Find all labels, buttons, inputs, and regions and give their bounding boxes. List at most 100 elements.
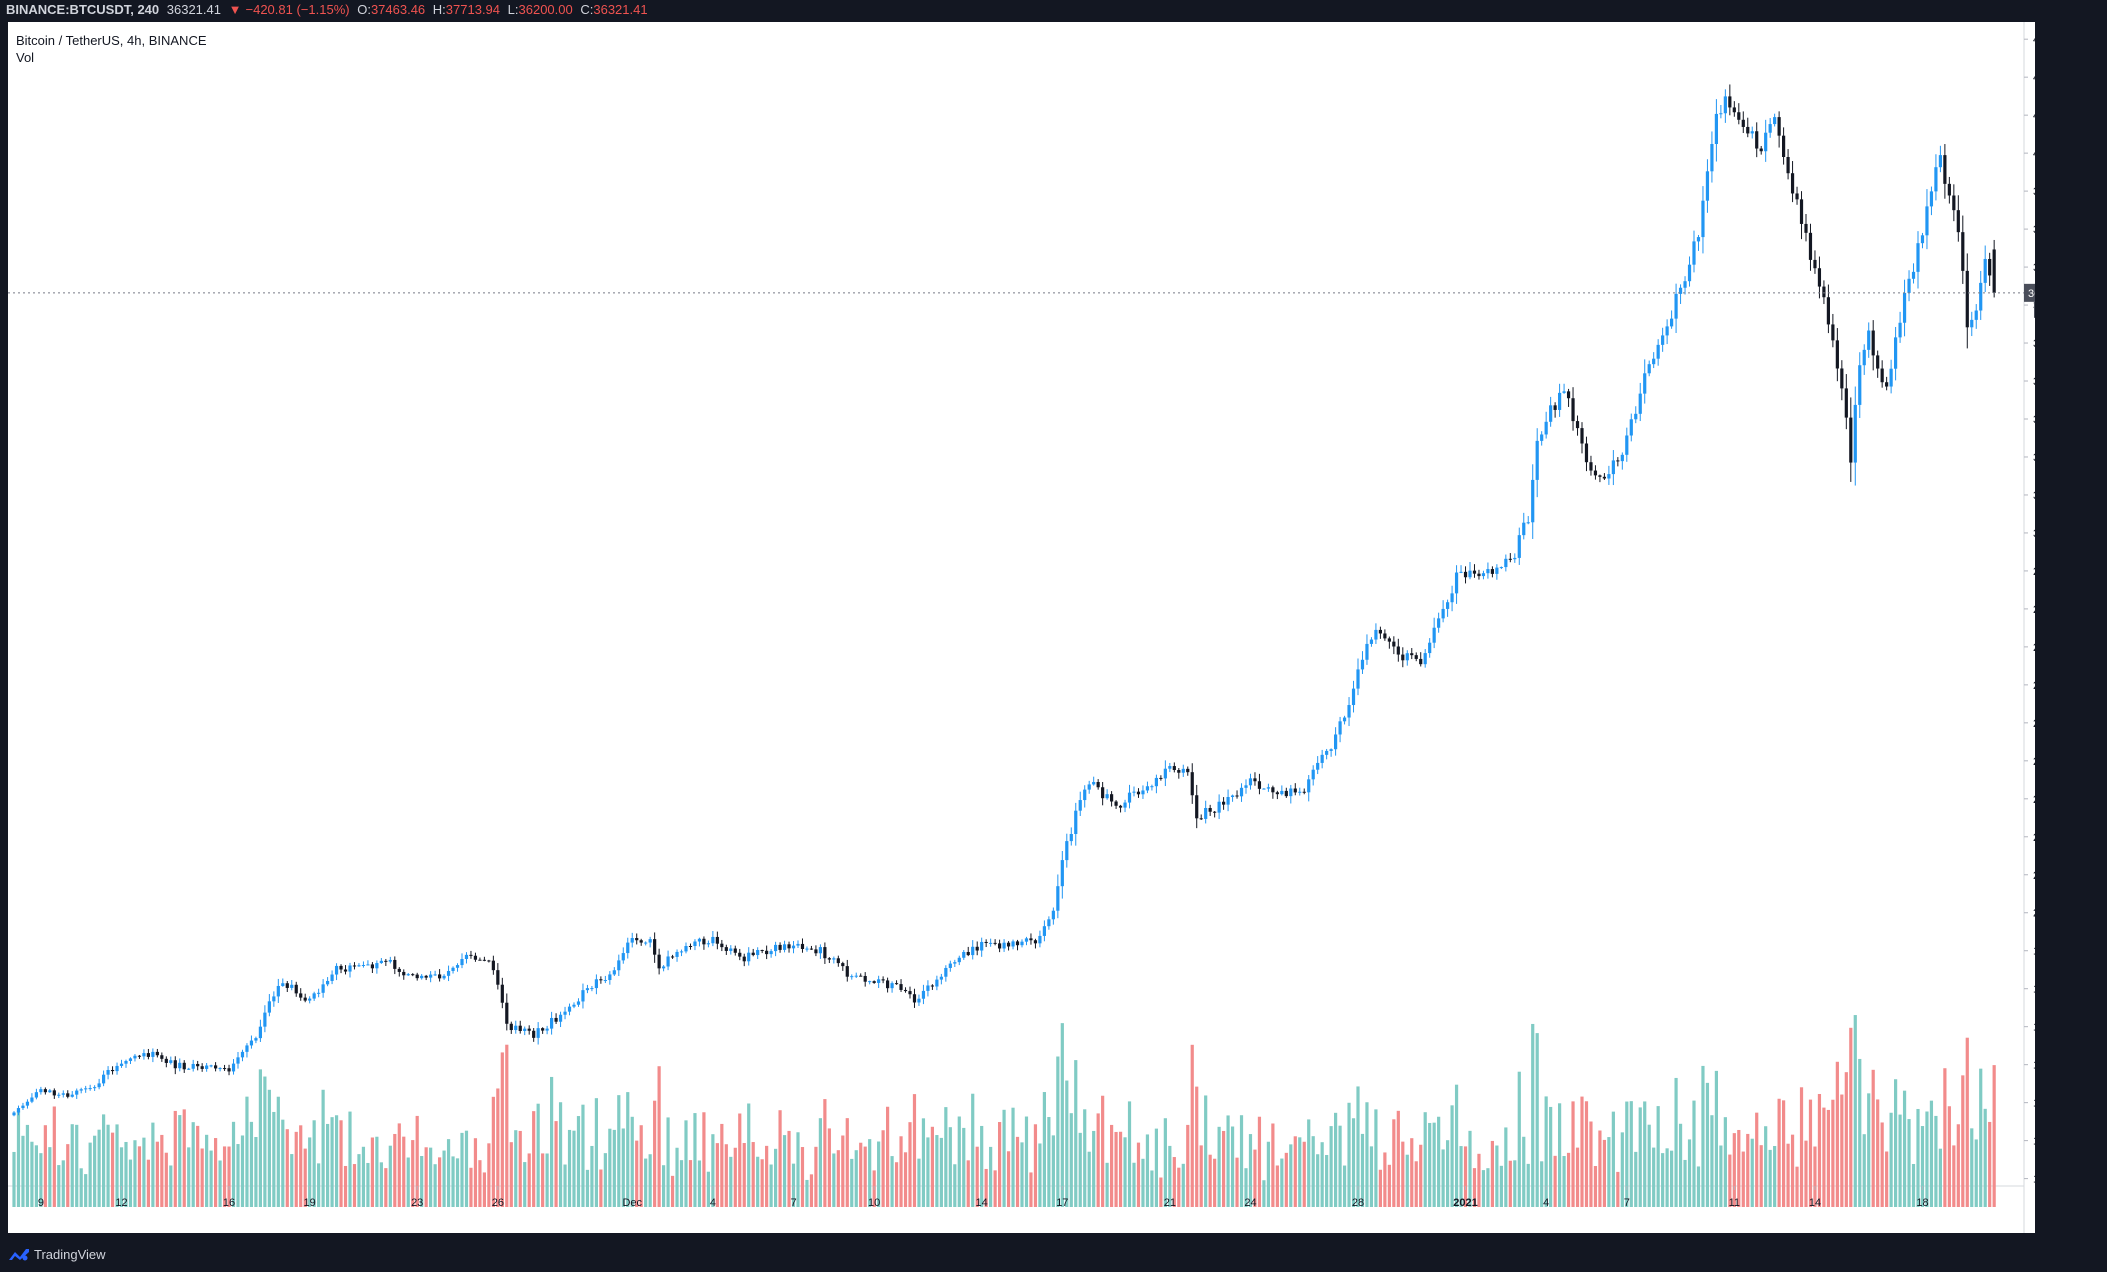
volume-bar xyxy=(782,1135,787,1207)
candle-body xyxy=(724,947,728,951)
candle-body xyxy=(1342,717,1347,722)
volume-bar xyxy=(894,1162,899,1207)
candle-body xyxy=(1647,364,1651,374)
volume-bar xyxy=(1611,1111,1615,1207)
volume-bar xyxy=(1105,1162,1109,1207)
candle-body xyxy=(1835,340,1839,369)
volume-bar xyxy=(361,1146,366,1207)
candle-body xyxy=(352,965,357,967)
chart-title[interactable]: Bitcoin / TetherUS, 4h, BINANCE xyxy=(16,33,207,48)
candle-body xyxy=(903,989,908,992)
tradingview-brand[interactable]: TradingView xyxy=(34,1247,106,1262)
volume-bar xyxy=(1325,1154,1329,1207)
price-tick-label: 29000.00 xyxy=(2033,566,2035,578)
candle-body xyxy=(1325,750,1329,755)
candle-body xyxy=(1992,249,1996,293)
candle-body xyxy=(236,1057,240,1064)
volume-bar xyxy=(1101,1095,1105,1207)
volume-bar xyxy=(953,1164,957,1207)
candle-body xyxy=(1410,653,1414,656)
volume-bar xyxy=(1970,1128,1974,1207)
candle-body xyxy=(859,975,863,977)
candle-body xyxy=(442,975,446,979)
candle-body xyxy=(1777,117,1781,136)
candle-body xyxy=(886,980,890,989)
volume-bar xyxy=(930,1126,934,1207)
volume-bar xyxy=(850,1158,854,1207)
candle-body xyxy=(1316,762,1320,770)
candle-body xyxy=(1638,393,1642,414)
volume-bar xyxy=(1589,1121,1593,1207)
candle-body xyxy=(1558,392,1562,410)
symbol-label[interactable]: BINANCE:BTCUSDT, 240 xyxy=(6,2,160,17)
volume-bar xyxy=(1405,1154,1409,1207)
volume-bar xyxy=(1056,1056,1060,1207)
volume-bar xyxy=(1110,1124,1114,1207)
volume-bar xyxy=(1217,1126,1221,1207)
volume-bar xyxy=(370,1137,374,1207)
volume-bar xyxy=(670,1175,675,1207)
volume-bar xyxy=(487,1143,491,1207)
volume-bar xyxy=(688,1160,693,1207)
volume-bar xyxy=(1562,1156,1566,1207)
volume-bar xyxy=(966,1160,970,1207)
candle-body xyxy=(747,952,751,962)
candle-body xyxy=(1652,358,1656,365)
volume-bar xyxy=(1477,1153,1481,1207)
volume-bar xyxy=(1817,1093,1822,1207)
volume-bar xyxy=(536,1103,540,1207)
volume-bar xyxy=(388,1145,392,1207)
volume-bar xyxy=(1419,1144,1423,1207)
volume-bar xyxy=(1728,1154,1732,1207)
price-tick-label: 16000.00 xyxy=(2033,1060,2035,1072)
volume-bar xyxy=(1661,1153,1665,1207)
candle-body xyxy=(1289,788,1293,797)
volume-bar xyxy=(1844,1072,1848,1207)
candle-body xyxy=(1553,405,1557,410)
volume-bar xyxy=(1705,1082,1710,1207)
candle-body xyxy=(39,1089,43,1093)
volume-bar xyxy=(541,1153,545,1207)
volume-bar xyxy=(43,1125,47,1207)
volume-bar xyxy=(1974,1139,1978,1207)
volume-indicator-label[interactable]: Vol xyxy=(16,50,35,65)
volume-bar xyxy=(603,1153,607,1207)
volume-bar xyxy=(706,1171,710,1207)
candle-body xyxy=(908,991,912,995)
volume-bar xyxy=(1916,1108,1920,1207)
candle-body xyxy=(1790,173,1795,194)
volume-bar xyxy=(845,1118,849,1207)
candle-body xyxy=(1078,800,1082,811)
candle-body xyxy=(868,981,872,983)
volume-bar xyxy=(1150,1170,1154,1207)
volume-bar xyxy=(442,1150,446,1207)
candle-body xyxy=(249,1040,254,1046)
volume-bar xyxy=(1414,1161,1418,1207)
volume-bar xyxy=(25,1124,30,1207)
candle-body xyxy=(738,952,742,957)
time-tick-label: 18 xyxy=(1916,1197,1928,1209)
volume-bar xyxy=(1490,1140,1494,1207)
candle-body xyxy=(1150,786,1154,788)
candle-body xyxy=(469,954,473,956)
volume-bar xyxy=(1248,1134,1253,1207)
volume-bar xyxy=(554,1121,558,1207)
volume-bar xyxy=(1154,1128,1158,1207)
candle-body xyxy=(397,968,401,972)
volume-bar xyxy=(326,1123,330,1207)
symbol-info-bar: BINANCE:BTCUSDT, 240 36321.41 ▼ −420.81 (… xyxy=(0,0,2107,21)
volume-bar xyxy=(1894,1079,1898,1207)
candle-body xyxy=(1347,705,1351,718)
volume-bar xyxy=(21,1135,25,1207)
candle-body xyxy=(518,1025,522,1031)
chart-pane[interactable]: 13000.00 14000.00 15000.00 16000.00 17000.00… xyxy=(8,22,2035,1233)
candlestick-chart[interactable]: 13000.00 14000.00 15000.00 16000.00 17000.00… xyxy=(8,22,2035,1233)
volume-bar xyxy=(200,1148,204,1207)
volume-bar xyxy=(151,1122,155,1207)
volume-bar xyxy=(1428,1122,1432,1207)
volume-bar xyxy=(281,1119,285,1207)
candle-body xyxy=(330,974,334,981)
candle-body xyxy=(1329,749,1333,751)
candle-body xyxy=(1239,787,1244,797)
tradingview-logo-icon[interactable] xyxy=(8,1246,30,1262)
